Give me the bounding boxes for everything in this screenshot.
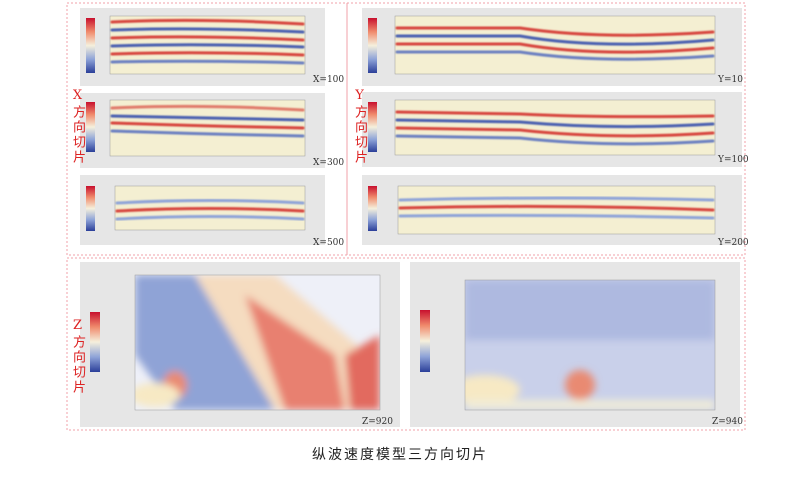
- panel-label: Y=100: [717, 155, 749, 165]
- panel-label: Y=200: [717, 238, 749, 248]
- slice-images: [109, 15, 716, 411]
- panel-label: X=500: [313, 238, 344, 248]
- side-label: Z方向切片: [70, 318, 85, 395]
- side-label: X方向切片: [70, 88, 85, 165]
- panel-label: X=300: [313, 158, 344, 168]
- colorbars: [86, 18, 430, 372]
- panel-label: Y=10: [717, 75, 743, 85]
- frames: [66, 2, 746, 431]
- panel-label: X=100: [313, 75, 344, 85]
- side-label: Y方向切片: [352, 88, 367, 165]
- caption: 纵波速度模型三方向切片: [312, 447, 488, 463]
- panel-label: Z=920: [362, 417, 393, 427]
- panel-label: Z=940: [712, 417, 743, 427]
